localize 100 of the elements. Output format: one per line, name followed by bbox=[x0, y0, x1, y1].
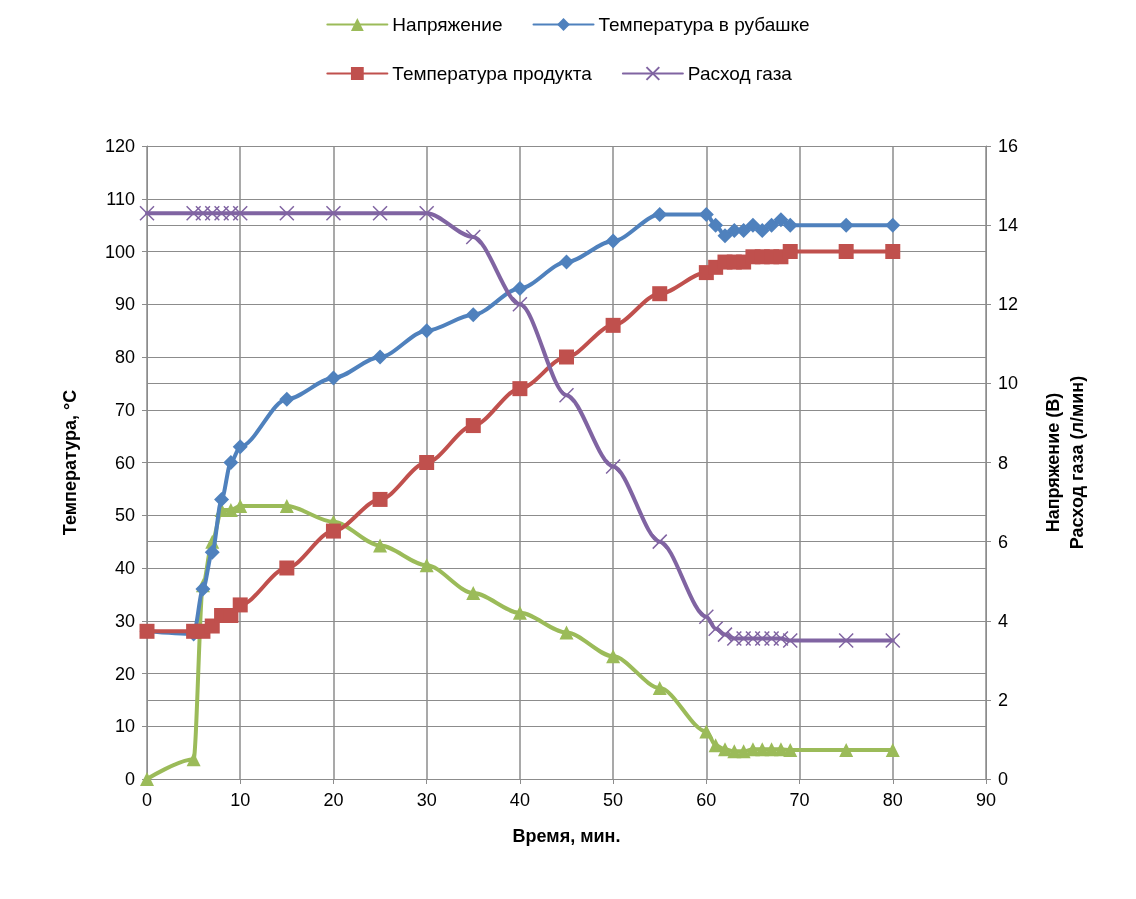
y-tick-label: 50 bbox=[114, 505, 135, 526]
point bbox=[279, 205, 295, 222]
point bbox=[885, 244, 901, 259]
point bbox=[606, 649, 621, 664]
y-tick-label: 30 bbox=[114, 610, 135, 631]
x-tick-label: 40 bbox=[509, 790, 530, 810]
point bbox=[745, 217, 761, 233]
point bbox=[698, 207, 714, 223]
y2-tick-label: 6 bbox=[998, 531, 1009, 552]
point bbox=[651, 533, 668, 550]
point bbox=[838, 217, 854, 233]
point bbox=[419, 455, 435, 470]
x-tick-label: 0 bbox=[141, 790, 153, 810]
y-tick-label: 20 bbox=[114, 663, 135, 684]
point bbox=[605, 458, 621, 475]
point bbox=[372, 349, 388, 365]
point bbox=[465, 418, 481, 434]
legend-label: Температура в рубашке bbox=[598, 14, 810, 35]
point bbox=[373, 538, 388, 553]
point bbox=[708, 738, 723, 753]
point bbox=[232, 597, 248, 613]
point bbox=[512, 280, 528, 296]
y2-tick-label: 8 bbox=[998, 452, 1009, 473]
y-tick-label: 90 bbox=[114, 294, 135, 315]
point bbox=[652, 286, 668, 302]
point bbox=[185, 205, 202, 222]
x-tick-label: 30 bbox=[416, 790, 437, 810]
point bbox=[140, 772, 154, 786]
point bbox=[763, 630, 780, 647]
point bbox=[717, 228, 733, 244]
point bbox=[717, 742, 732, 757]
point bbox=[512, 381, 528, 397]
point bbox=[717, 626, 733, 643]
y-tick-label: 0 bbox=[124, 769, 135, 789]
x-tick-label: 50 bbox=[603, 790, 624, 810]
y-tick-label: 70 bbox=[114, 399, 135, 420]
y2-tick-label: 16 bbox=[998, 136, 1019, 156]
point bbox=[465, 307, 481, 323]
point bbox=[782, 217, 798, 233]
point bbox=[325, 523, 341, 539]
point bbox=[223, 205, 239, 222]
point bbox=[232, 439, 248, 455]
y-tick-label: 60 bbox=[114, 452, 135, 473]
point bbox=[419, 323, 435, 339]
point bbox=[233, 499, 248, 514]
point bbox=[754, 630, 771, 647]
point bbox=[204, 544, 220, 560]
point bbox=[223, 455, 239, 470]
y-tick-label: 110 bbox=[106, 188, 135, 209]
point bbox=[699, 724, 714, 739]
x-tick-label: 20 bbox=[323, 790, 344, 810]
point bbox=[139, 205, 155, 222]
y2-tick-label: 12 bbox=[998, 294, 1019, 315]
point bbox=[279, 560, 295, 576]
point bbox=[838, 244, 854, 259]
point bbox=[465, 229, 482, 245]
y-tick-label: 80 bbox=[114, 347, 135, 367]
point bbox=[782, 244, 798, 259]
point bbox=[559, 254, 574, 270]
point bbox=[279, 499, 294, 514]
point bbox=[707, 620, 724, 637]
point bbox=[726, 630, 743, 647]
point bbox=[764, 217, 780, 233]
point bbox=[279, 391, 295, 407]
y-tick-label: 40 bbox=[114, 558, 135, 578]
point bbox=[782, 632, 798, 649]
point bbox=[372, 205, 388, 222]
y2-tick-label: 4 bbox=[998, 610, 1009, 631]
point bbox=[708, 217, 724, 233]
x-tick-label: 80 bbox=[882, 790, 903, 810]
y2-axis-title: Напряжение (В) Расход газа (л/мин) bbox=[1043, 375, 1087, 550]
point bbox=[186, 752, 201, 767]
point bbox=[232, 205, 248, 222]
point bbox=[195, 581, 211, 597]
point bbox=[652, 207, 668, 223]
point bbox=[735, 630, 752, 647]
point bbox=[839, 743, 854, 758]
x-tick-label: 90 bbox=[975, 790, 997, 810]
y2-tick-label: 10 bbox=[998, 373, 1019, 394]
x-tick-label: 70 bbox=[789, 790, 810, 810]
point bbox=[773, 630, 789, 647]
y2-tick-label: 0 bbox=[998, 769, 1009, 789]
point bbox=[512, 605, 527, 620]
point bbox=[419, 558, 434, 573]
point bbox=[559, 625, 574, 640]
y-axis-title: Температура, °C bbox=[60, 389, 80, 536]
point bbox=[605, 317, 621, 333]
point bbox=[195, 205, 211, 222]
y-tick-label: 10 bbox=[114, 716, 135, 737]
point bbox=[783, 743, 798, 758]
point bbox=[214, 491, 230, 507]
point bbox=[885, 632, 901, 649]
x-axis-title: Время, мин. bbox=[512, 826, 621, 846]
point bbox=[466, 586, 481, 601]
point bbox=[204, 205, 221, 222]
y-tick-label: 120 bbox=[104, 136, 135, 156]
y2-tick-label: 2 bbox=[998, 689, 1009, 710]
point bbox=[213, 205, 230, 222]
point bbox=[773, 212, 789, 228]
point bbox=[512, 296, 528, 312]
